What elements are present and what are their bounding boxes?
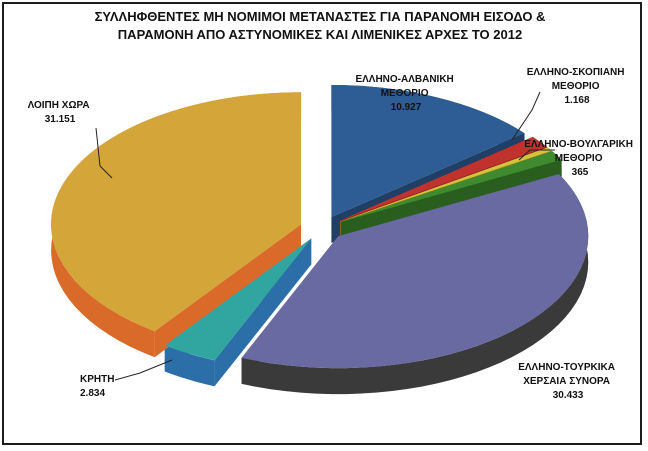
leader-line-skopiani: [511, 91, 541, 141]
label-tourkika-line-2: ΧΕΡΣΑΙΑ ΣΥΝΟΡΑ: [523, 376, 610, 387]
label-albaniki: ΕΛΛΗΝΟ-ΑΛΒΑΝΙΚΗ ΜΕΘΟΡΙΟ 10.927: [355, 74, 456, 113]
slice-top-skopiani: [339, 136, 547, 221]
label-loipi-value: 31.151: [45, 114, 76, 125]
label-skopiani-line-1: ΕΛΛΗΝΟ-ΣΚΟΠΙΑΝΗ: [527, 67, 625, 78]
slice-top-green-sliver: [341, 151, 562, 222]
chart-title-line-1: ΣΥΛΛΗΦΘΕΝΤΕΣ ΜΗ ΝΟΜΙΜΟΙ ΜΕΤΑΝΑΣΤΕΣ ΓΙΑ Π…: [94, 9, 546, 24]
slice-top-voulgariki: [340, 147, 552, 222]
label-skopiani: ΕΛΛΗΝΟ-ΣΚΟΠΙΑΝΗ ΜΕΘΟΡΙΟ 1.168: [527, 67, 628, 106]
pie-tops: [51, 85, 589, 369]
leader-line-loipi: [95, 127, 113, 179]
slice-cut-loipi-0: [154, 224, 302, 358]
leader-line-kriti: [114, 359, 173, 381]
label-albaniki-line-1: ΕΛΛΗΝΟ-ΑΛΒΑΝΙΚΗ: [355, 74, 453, 85]
slice-top-kriti: [164, 238, 312, 361]
slice-top-loipi: [51, 92, 302, 332]
slice-side-tourkika: [241, 174, 589, 395]
label-tourkika: ΕΛΛΗΝΟ-ΤΟΥΡΚΙΚΑ ΧΕΡΣΑΙΑ ΣΥΝΟΡΑ 30.433: [518, 362, 618, 401]
label-tourkika-line-1: ΕΛΛΗΝΟ-ΤΟΥΡΚΙΚΑ: [518, 362, 615, 373]
label-skopiani-line-2: ΜΕΘΟΡΙΟ: [552, 81, 600, 92]
slice-top-tourkika: [241, 174, 589, 369]
label-voulgariki-value: 365: [572, 167, 589, 178]
slice-top-albaniki: [331, 85, 525, 218]
label-voulgariki-line-1: ΕΛΛΗΝΟ-ΒΟΥΛΓΑΡΙΚΗ: [524, 139, 633, 150]
label-skopiani-value: 1.168: [564, 95, 589, 106]
label-kriti-value: 2.834: [80, 388, 105, 399]
leader-line-voulgariki: [518, 149, 555, 161]
label-kriti: ΚΡΗΤΗ 2.834: [80, 374, 117, 399]
label-loipi-line-1: ΛΟΙΠΗ ΧΩΡΑ: [28, 100, 90, 111]
label-tourkika-value: 30.433: [553, 390, 584, 401]
label-voulgariki-line-2: ΜΕΘΟΡΙΟ: [555, 153, 603, 164]
chart-title: ΣΥΛΛΗΦΘΕΝΤΕΣ ΜΗ ΝΟΜΙΜΟΙ ΜΕΤΑΝΑΣΤΕΣ ΓΙΑ Π…: [70, 8, 570, 44]
chart-title-line-2: ΠΑΡΑΜΟΝΗ ΑΠΟ ΑΣΤΥΝΟΜΙΚΕΣ ΚΑΙ ΛΙΜΕΝΙΚΕΣ Α…: [117, 27, 523, 42]
label-albaniki-line-2: ΜΕΘΟΡΙΟ: [381, 88, 429, 99]
label-voulgariki: ΕΛΛΗΝΟ-ΒΟΥΛΓΑΡΙΚΗ ΜΕΘΟΡΙΟ 365: [524, 139, 636, 178]
label-albaniki-value: 10.927: [391, 102, 422, 113]
label-loipi: ΛΟΙΠΗ ΧΩΡΑ 31.151: [28, 100, 93, 125]
leader-lines: [95, 91, 555, 381]
label-kriti-line-1: ΚΡΗΤΗ: [80, 374, 114, 385]
